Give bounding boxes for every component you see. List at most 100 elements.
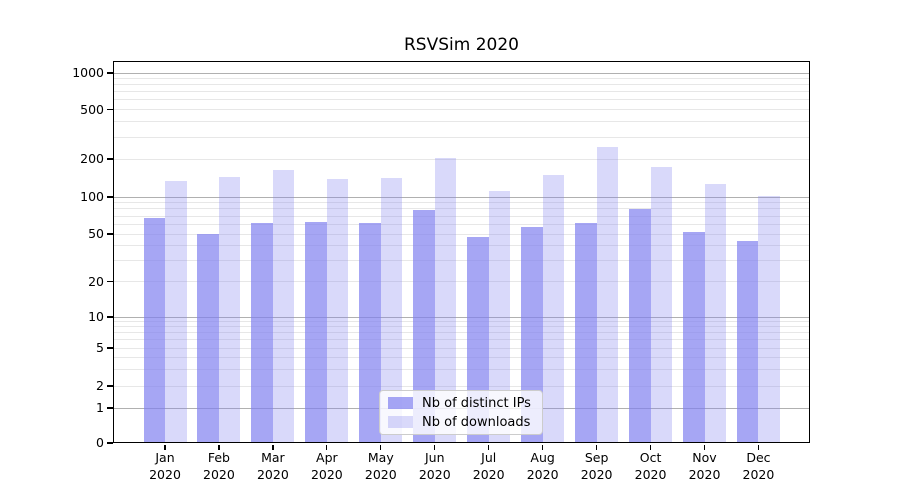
y-tick-mark [107,385,113,387]
y-tick-label-1: 1 [96,400,104,415]
x-tick-label-dec: Dec 2020 [742,450,775,482]
y-tick-mark [107,316,113,318]
gridline-minor [113,121,810,123]
y-tick-label-0: 0 [96,435,104,450]
y-tick-label-5: 5 [96,340,104,355]
gridline-minor [113,84,810,86]
y-tick-label-100: 100 [80,189,104,204]
gridline-minor [113,347,810,349]
y-tick-mark [107,158,113,160]
x-tick-label-oct: Oct 2020 [634,450,667,482]
gridline-minor [113,136,810,138]
y-tick-mark [107,442,113,444]
gridline-minor [113,223,810,225]
gridline-minor [113,332,810,334]
x-tick-mark [272,444,274,450]
bar-downloads-apr [326,178,349,443]
gridline-minor [113,202,810,204]
x-tick-label-apr: Apr 2020 [310,450,343,482]
gridline-minor [113,326,810,328]
y-tick-label-10: 10 [88,309,104,324]
bar-distinct-ips-dec [736,240,759,443]
x-tick-mark [326,444,328,450]
gridline-major [113,196,810,198]
gridline-minor [113,99,810,101]
x-tick-label-sep: Sep 2020 [580,450,613,482]
bar-distinct-ips-jan [143,217,165,443]
bar-downloads-dec [758,196,780,443]
legend-label-downloads: Nb of downloads [422,414,531,430]
gridline-minor [113,233,810,235]
x-tick-mark [542,444,544,450]
bar-distinct-ips-aug [521,227,543,443]
y-tick-label-20: 20 [88,273,104,289]
y-tick-mark [107,280,113,283]
gridline-major [113,316,810,318]
x-tick-mark [218,444,220,450]
y-tick-mark [107,233,113,235]
legend-label-distinct-ips: Nb of distinct IPs [422,395,531,411]
y-tick-mark [107,108,113,111]
bar-distinct-ips-oct [629,208,651,443]
x-tick-label-nov: Nov 2020 [688,450,721,482]
x-tick-label-jun: Jun 2020 [418,450,451,482]
legend-item-downloads: Nb of downloads [388,415,534,430]
x-tick-mark [164,444,166,450]
gridline-minor [113,91,810,93]
bar-distinct-ips-may [359,222,381,443]
legend: Nb of distinct IPs Nb of downloads [379,390,543,435]
x-tick-mark [595,444,598,450]
bar-downloads-oct [650,166,673,443]
bar-distinct-ips-feb [197,234,219,443]
bar-downloads-aug [542,174,565,443]
bar-downloads-sep [596,147,619,443]
legend-swatch-downloads [388,416,413,428]
bar-downloads-jan [165,180,187,443]
legend-swatch-distinct-ips [388,397,413,409]
bar-downloads-nov [704,183,726,443]
bar-distinct-ips-sep [575,222,597,443]
gridline-minor [113,158,810,160]
gridline-minor [113,215,810,217]
x-tick-label-feb: Feb 2020 [203,450,235,482]
gridline-minor [113,281,810,282]
y-tick-mark [107,196,113,198]
gridline-minor [113,385,810,387]
chart-title: RSVSim 2020 [404,35,519,55]
gridline-minor [113,321,810,323]
y-tick-label-1000: 1000 [72,65,104,80]
gridline-minor [113,259,810,261]
x-tick-mark [488,444,490,450]
x-tick-label-aug: Aug 2020 [526,450,559,482]
bar-distinct-ips-jun [413,209,435,443]
x-tick-label-jan: Jan 2020 [149,450,181,482]
bar-distinct-ips-mar [251,223,273,443]
bar-downloads-jun [434,157,457,443]
bar-distinct-ips-nov [683,231,705,443]
x-tick-label-jul: Jul 2020 [472,450,505,482]
x-tick-mark [434,444,436,450]
y-tick-label-500: 500 [80,101,104,117]
gridline-minor [113,245,810,247]
gridline-minor [113,109,810,110]
bar-downloads-feb [218,177,241,443]
gridline-minor [113,339,810,341]
y-tick-mark [107,347,113,349]
bar-downloads-mar [272,169,295,443]
bar-downloads-may [380,177,403,443]
bar-distinct-ips-apr [305,221,327,443]
legend-item-distinct-ips: Nb of distinct IPs [388,396,534,411]
gridline-minor [113,368,810,370]
y-tick-label-2: 2 [96,378,104,393]
x-tick-mark [703,444,706,450]
x-tick-label-may: May 2020 [364,450,397,482]
x-tick-mark [380,444,382,450]
bar-downloads-jul [488,191,511,443]
gridline-minor [113,356,810,358]
gridline-major [113,72,810,74]
gridline-minor [113,208,810,210]
y-tick-label-50: 50 [88,226,104,241]
x-tick-mark [757,444,760,450]
x-tick-label-mar: Mar 2020 [256,450,289,482]
